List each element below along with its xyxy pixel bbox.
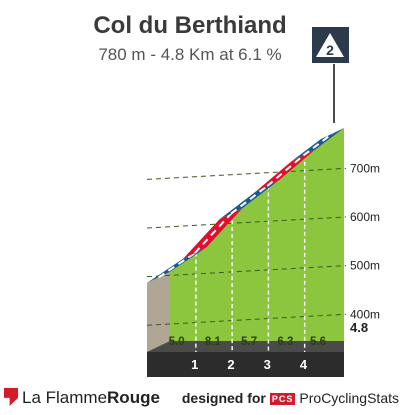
y-tick-label: 600m [350,210,380,224]
gradient-label: 5.6 [310,336,326,348]
y-gridline [146,167,347,180]
flag-icon [4,388,18,406]
elevation-profile-chart: 700m 600m 500m 400m 5.0 8.1 5.7 6.3 5.6 1 2 3 4 4.8 2 [146,27,380,377]
mountain-icon [316,33,344,57]
profile-slope-face [170,127,344,342]
category-badge-label: 2 [326,42,334,58]
brand-name-bold: Rouge [107,388,160,407]
gradient-label: 8.1 [205,336,222,348]
y-gridline [146,216,347,229]
km-marker-label: 1 [191,357,198,372]
pcs-logo-icon: PCS [269,393,296,405]
segment-centerline [194,213,232,254]
km-marker-label: 2 [227,357,234,372]
segment-centerline [157,252,196,279]
y-tick-label: 700m [350,161,380,175]
category-badge: 2 [312,27,349,63]
gradient-label: 5.7 [241,336,257,348]
y-gridline [146,265,347,278]
gradient-label: 5.0 [169,336,185,348]
gradient-segment [219,180,279,220]
km-marker-label: 3 [264,357,271,372]
y-tick-label: 400m [350,307,380,321]
chart-subtitle: 780 m - 4.8 Km at 6.1 % [98,45,282,64]
segment-centerline [266,154,305,187]
km-marker-label: 4 [300,357,308,372]
gradient-segment [255,149,315,192]
designed-for-label: designed for [181,390,266,406]
segment-centerline [302,132,334,157]
credit: designed for PCS ProCyclingStats [182,390,399,406]
site-name: ProCyclingStats [299,390,399,406]
y-tick-label: 500m [350,259,380,273]
segment-centerline [230,185,268,215]
footer: La FlammeRouge designed for PCS ProCycling… [0,386,405,412]
total-distance-label: 4.8 [350,320,368,335]
brand-logo: La FlammeRouge [4,388,160,408]
gradient-label: 6.3 [277,336,293,348]
y-gridline [146,313,347,326]
profile-base [147,352,344,377]
brand-name-plain: La Flamme [22,388,108,407]
chart-title: Col du Berthiand [93,12,287,39]
